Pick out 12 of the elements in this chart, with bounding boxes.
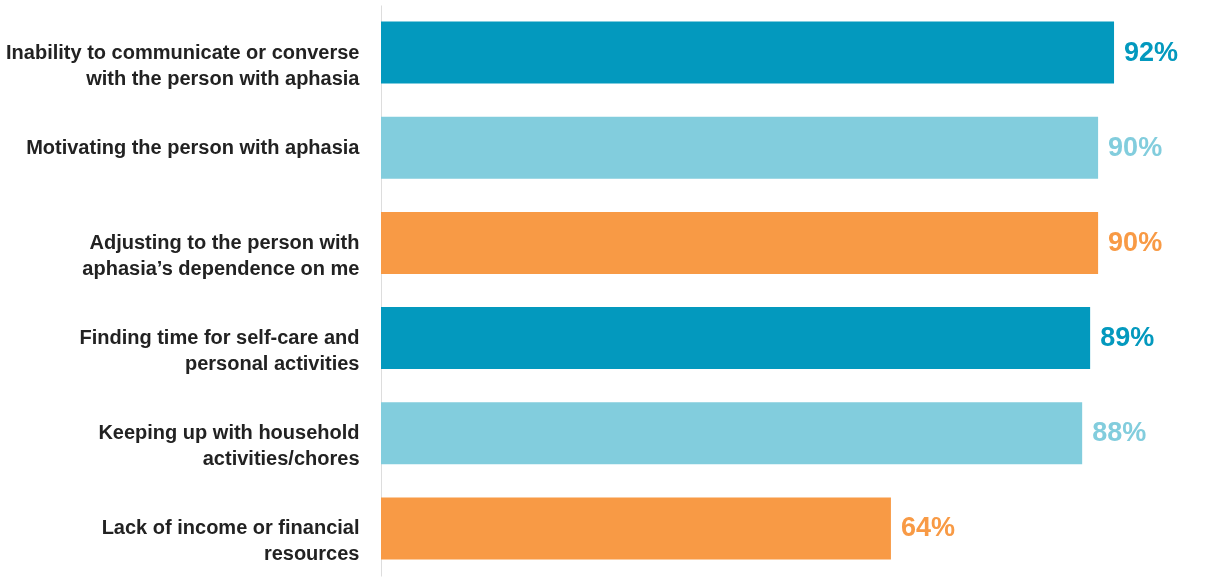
data-label: 90% [1108,226,1163,257]
data-label: 64% [900,512,955,543]
y-tick-label: Finding time for self-care and personal activities [79,326,360,375]
data-label: 89% [1100,322,1155,353]
data-label: 88% [1092,417,1147,448]
y-tick-label: Keeping up with household activities/chores [98,421,360,470]
y-tick-label: Inability to communicate or converse with the person with aphasia [6,40,361,89]
y-tick-label: Adjusting to the person with aphasia’s dependence on me [82,230,360,279]
y-tick-label: Lack of income or financial resources [101,516,360,565]
data-label: 92% [1124,36,1179,67]
y-tick-label: Motivating the person with aphasia [26,135,361,158]
data-label: 90% [1108,131,1163,162]
